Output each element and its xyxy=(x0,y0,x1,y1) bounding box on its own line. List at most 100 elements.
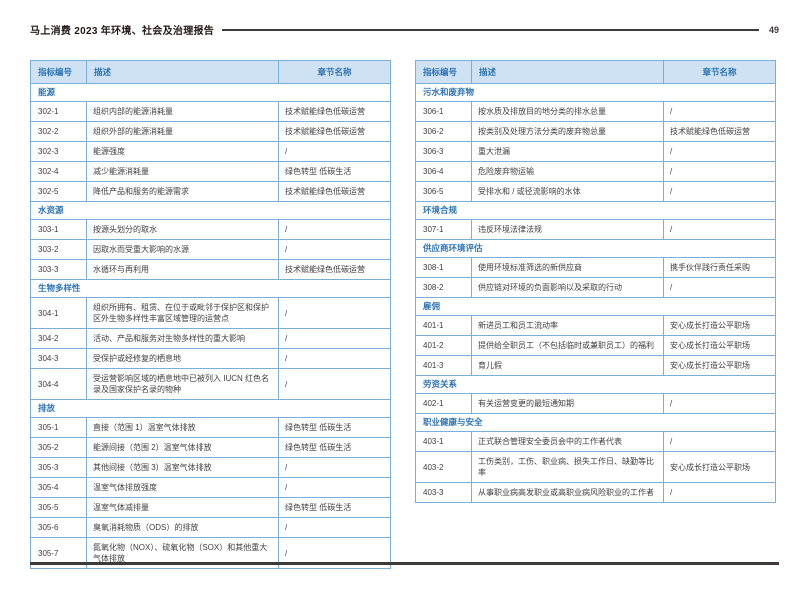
chapter-name: 技术赋能绿色低碳运营 xyxy=(278,259,391,280)
section-row: 供应商环境评估 xyxy=(415,239,776,258)
table-row: 305-6 臭氧消耗物质（ODS）的排放 / xyxy=(30,517,391,538)
indicator-description: 使用环境标准筛选的新供应商 xyxy=(471,257,664,278)
chapter-name: / xyxy=(663,161,776,182)
column-header: 章节名称 xyxy=(663,60,776,84)
column-header: 指标编号 xyxy=(415,60,472,84)
indicator-description: 能源间接（范围 2）温室气体排放 xyxy=(86,437,279,458)
chapter-name: / xyxy=(663,181,776,202)
table-row: 403-3 从事职业病高发职业或高职业病风险职业的工作者 / xyxy=(415,482,776,503)
table-row: 304-2 活动、产品和服务对生物多样性的重大影响 / xyxy=(30,328,391,349)
indicator-id: 306-2 xyxy=(415,121,472,142)
column-header: 描述 xyxy=(86,60,279,84)
chapter-name: / xyxy=(663,101,776,122)
indicator-description: 受排水和 / 或径流影响的水体 xyxy=(471,181,664,202)
chapter-name: 技术赋能绿色低碳运营 xyxy=(278,101,391,122)
chapter-name: / xyxy=(663,277,776,298)
indicator-description: 危险废弃物运输 xyxy=(471,161,664,182)
section-label: 生物多样性 xyxy=(30,279,391,298)
chapter-name: / xyxy=(278,141,391,162)
indicator-description: 组织外部的能源消耗量 xyxy=(86,121,279,142)
indicator-id: 302-3 xyxy=(30,141,87,162)
section-row: 环境合规 xyxy=(415,201,776,220)
table-row: 403-2 工伤类别，工伤、职业病、损失工作日、缺勤等比率 安心成长打造公平职场 xyxy=(415,451,776,483)
section-label: 能源 xyxy=(30,83,391,102)
indicator-id: 302-2 xyxy=(30,121,87,142)
gri-index-table-left: 指标编号 描述 章节名称 能源 302-1 组织内部的能源消耗量 技术赋能绿色低碳运营 302… xyxy=(30,60,391,569)
page-number: 49 xyxy=(768,24,779,35)
indicator-description: 直接（范围 1）温室气体排放 xyxy=(86,417,279,438)
table-row: 402-1 有关运营变更的最短通知期 / xyxy=(415,393,776,414)
indicator-description: 其他间接（范围 3）温室气体排放 xyxy=(86,457,279,478)
section-row: 污水和废弃物 xyxy=(415,83,776,102)
chapter-name: / xyxy=(663,219,776,240)
chapter-name: / xyxy=(278,297,391,329)
table-row: 302-4 减少能源消耗量 绿色转型 低碳生活 xyxy=(30,161,391,182)
section-row: 水资源 xyxy=(30,201,391,220)
table-row: 306-3 重大泄漏 / xyxy=(415,141,776,162)
indicator-id: 306-3 xyxy=(415,141,472,162)
chapter-name: / xyxy=(278,457,391,478)
indicator-id: 401-2 xyxy=(415,335,472,356)
section-row: 排放 xyxy=(30,399,391,418)
indicator-id: 304-4 xyxy=(30,368,87,400)
indicator-description: 工伤类别，工伤、职业病、损失工作日、缺勤等比率 xyxy=(471,451,664,483)
indicator-id: 305-3 xyxy=(30,457,87,478)
chapter-name: 安心成长打造公平职场 xyxy=(663,335,776,356)
indicator-id: 403-2 xyxy=(415,451,472,483)
indicator-id: 308-1 xyxy=(415,257,472,278)
indicator-description: 新进员工和员工流动率 xyxy=(471,315,664,336)
table-header-row: 指标编号 描述 章节名称 xyxy=(30,60,391,84)
table-row: 403-1 正式联合管理安全委员会中的工作者代表 / xyxy=(415,431,776,452)
section-label: 职业健康与安全 xyxy=(415,413,776,432)
chapter-name: 绿色转型 低碳生活 xyxy=(278,497,391,518)
table-row: 302-2 组织外部的能源消耗量 技术赋能绿色低碳运营 xyxy=(30,121,391,142)
indicator-description: 供应链对环境的负面影响以及采取的行动 xyxy=(471,277,664,298)
section-label: 污水和废弃物 xyxy=(415,83,776,102)
indicator-id: 403-1 xyxy=(415,431,472,452)
chapter-name: 安心成长打造公平职场 xyxy=(663,355,776,376)
indicator-description: 按源头划分的取水 xyxy=(86,219,279,240)
table-row: 305-4 温室气体排放强度 / xyxy=(30,477,391,498)
report-title: 马上消费 2023 年环境、社会及治理报告 xyxy=(30,26,215,37)
indicator-id: 305-6 xyxy=(30,517,87,538)
table-row: 308-1 使用环境标准筛选的新供应商 携手伙伴践行责任采购 xyxy=(415,257,776,278)
table-row: 304-1 组织所拥有、租赁、在位于或毗邻于保护区和保护区外生物多样性丰富区域管理… xyxy=(30,297,391,329)
table-row: 306-2 按类别及处理方法分类的废弃物总量 技术赋能绿色低碳运营 xyxy=(415,121,776,142)
chapter-name: 绿色转型 低碳生活 xyxy=(278,161,391,182)
table-row: 302-3 能源强度 / xyxy=(30,141,391,162)
indicator-description: 从事职业病高发职业或高职业病风险职业的工作者 xyxy=(471,482,664,503)
page-header: 马上消费 2023 年环境、社会及治理报告 49 xyxy=(30,22,779,38)
table-row: 401-1 新进员工和员工流动率 安心成长打造公平职场 xyxy=(415,315,776,336)
indicator-description: 温室气体排放强度 xyxy=(86,477,279,498)
chapter-name: / xyxy=(278,348,391,369)
indicator-description: 臭氧消耗物质（ODS）的排放 xyxy=(86,517,279,538)
chapter-name: 技术赋能绿色低碳运营 xyxy=(663,121,776,142)
section-label: 雇佣 xyxy=(415,297,776,316)
indicator-description: 降低产品和服务的能源需求 xyxy=(86,181,279,202)
section-row: 职业健康与安全 xyxy=(415,413,776,432)
table-row: 401-3 育儿假 安心成长打造公平职场 xyxy=(415,355,776,376)
table-row: 306-4 危险废弃物运输 / xyxy=(415,161,776,182)
indicator-id: 305-5 xyxy=(30,497,87,518)
indicator-id: 306-5 xyxy=(415,181,472,202)
table-row: 302-1 组织内部的能源消耗量 技术赋能绿色低碳运营 xyxy=(30,101,391,122)
chapter-name: 携手伙伴践行责任采购 xyxy=(663,257,776,278)
chapter-name: 安心成长打造公平职场 xyxy=(663,315,776,336)
table-row: 305-3 其他间接（范围 3）温室气体排放 / xyxy=(30,457,391,478)
indicator-id: 403-3 xyxy=(415,482,472,503)
indicator-description: 受运营影响区域的栖息地中已被列入 IUCN 红色名录及国家保护名录的物种 xyxy=(86,368,279,400)
indicator-description: 组织内部的能源消耗量 xyxy=(86,101,279,122)
table-row: 306-5 受排水和 / 或径流影响的水体 / xyxy=(415,181,776,202)
chapter-name: / xyxy=(278,328,391,349)
indicator-id: 304-2 xyxy=(30,328,87,349)
chapter-name: / xyxy=(663,482,776,503)
header-rule xyxy=(222,28,759,31)
column-header: 描述 xyxy=(471,60,664,84)
indicator-id: 302-5 xyxy=(30,181,87,202)
section-label: 劳资关系 xyxy=(415,375,776,394)
section-row: 生物多样性 xyxy=(30,279,391,298)
table-row: 303-2 因取水而受重大影响的水源 / xyxy=(30,239,391,260)
chapter-name: / xyxy=(278,219,391,240)
indicator-description: 重大泄漏 xyxy=(471,141,664,162)
table-row: 302-5 降低产品和服务的能源需求 技术赋能绿色低碳运营 xyxy=(30,181,391,202)
